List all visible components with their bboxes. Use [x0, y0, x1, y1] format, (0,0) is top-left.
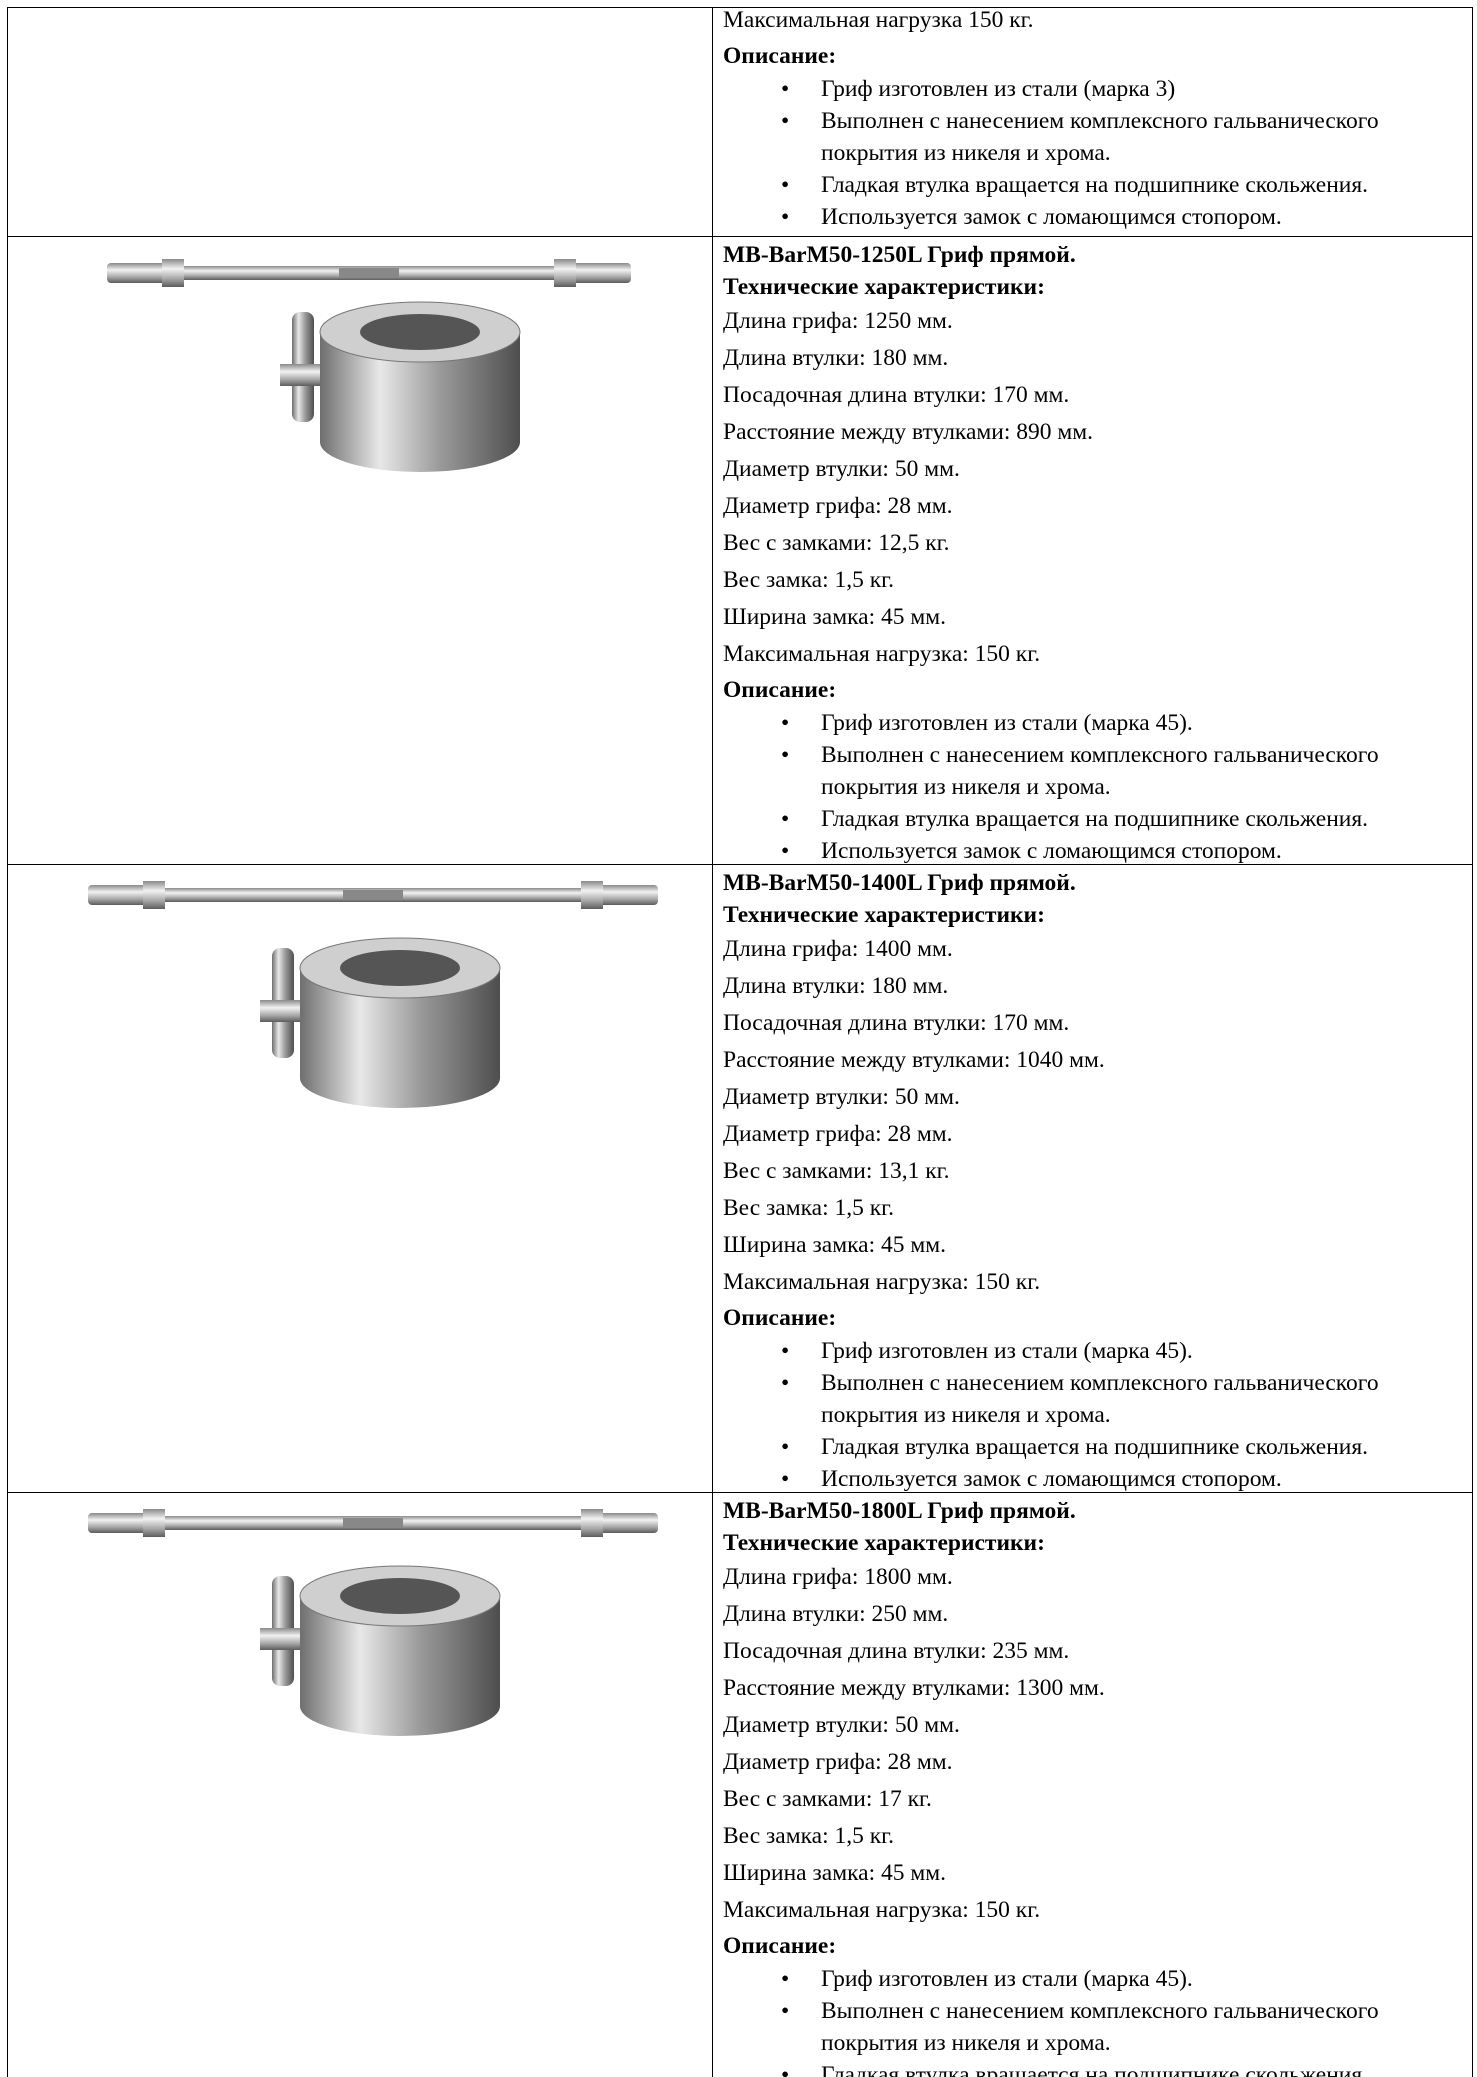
spec-line: Максимальная нагрузка: 150 кг.: [723, 1269, 1041, 1295]
bullet-list: Гриф изготовлен из стали (марка 45).Выпо…: [723, 1963, 1468, 2077]
spec-line: Длина грифа: 1800 мм.: [723, 1564, 953, 1590]
cell-text: MB-BarM50-1800L Гриф прямой. Технические …: [723, 1495, 1468, 2077]
spec-line: Вес замка: 1,5 кг.: [723, 1195, 895, 1221]
column-divider: [712, 237, 713, 864]
spec-line: Ширина замка: 45 мм.: [723, 604, 946, 630]
column-divider: [712, 1493, 713, 2077]
bullet-item: Выполнен с нанесением комплексного гальв…: [781, 105, 1471, 169]
spec-heading: Технические характеристики:: [723, 902, 1045, 928]
cell-text: Максимальная нагрузка 150 кг. Описание: Гр…: [723, 2, 1468, 233]
bullet-item: Гладкая втулка вращается на подшипнике с…: [781, 803, 1471, 835]
bullet-item: Гриф изготовлен из стали (марка 45).: [781, 707, 1471, 739]
spec-line: Расстояние между втулками: 1300 мм.: [723, 1675, 1105, 1701]
bullet-item: Выполнен с нанесением комплексного гальв…: [781, 1995, 1471, 2059]
product-title: MB-BarM50-1400L Гриф прямой.: [723, 870, 1076, 896]
bullet-item: Используется замок с ломающимся стопором…: [781, 835, 1471, 867]
table-row: MB-BarM50-1250L Гриф прямой. Технические …: [7, 236, 1473, 867]
cell-text: MB-BarM50-1250L Гриф прямой. Технические …: [723, 239, 1468, 867]
spec-line: Максимальная нагрузка 150 кг.: [723, 7, 1034, 33]
description-heading: Описание:: [723, 1305, 837, 1331]
bullet-item: Гриф изготовлен из стали (марка 45).: [781, 1963, 1471, 1995]
spec-line: Посадочная длина втулки: 170 мм.: [723, 382, 1070, 408]
spec-line: Максимальная нагрузка: 150 кг.: [723, 641, 1041, 667]
table-row: MB-BarM50-1400L Гриф прямой. Технические …: [7, 864, 1473, 1495]
spec-line: Вес с замками: 13,1 кг.: [723, 1158, 950, 1184]
spec-line: Вес замка: 1,5 кг.: [723, 567, 895, 593]
bullet-list: Гриф изготовлен из стали (марка 45).Выпо…: [723, 1335, 1468, 1495]
spec-line: Вес с замками: 17 кг.: [723, 1786, 932, 1812]
table-row: Максимальная нагрузка 150 кг. Описание: Гр…: [7, 7, 1473, 236]
table-row: MB-BarM50-1800L Гриф прямой. Технические …: [7, 1492, 1473, 2077]
spec-line: Ширина замка: 45 мм.: [723, 1232, 946, 1258]
spec-line: Посадочная длина втулки: 170 мм.: [723, 1010, 1070, 1036]
cell-text: MB-BarM50-1400L Гриф прямой. Технические …: [723, 867, 1468, 1495]
spec-line: Максимальная нагрузка: 150 кг.: [723, 1897, 1041, 1923]
product-image: [107, 259, 631, 473]
bullet-item: Гладкая втулка вращается на подшипнике с…: [781, 1431, 1471, 1463]
spec-line: Диаметр грифа: 28 мм.: [723, 1121, 953, 1147]
bullet-list: Гриф изготовлен из стали (марка 3)Выполн…: [723, 73, 1468, 233]
description-heading: Описание:: [723, 43, 837, 69]
spec-line: Вес с замками: 12,5 кг.: [723, 530, 950, 556]
spec-line: Диаметр грифа: 28 мм.: [723, 493, 953, 519]
spec-line: Диаметр втулки: 50 мм.: [723, 1712, 960, 1738]
column-divider: [712, 8, 713, 236]
product-image: [88, 881, 658, 1109]
bullet-item: Выполнен с нанесением комплексного гальв…: [781, 1367, 1471, 1431]
bullet-item: Выполнен с нанесением комплексного гальв…: [781, 739, 1471, 803]
spec-line: Расстояние между втулками: 890 мм.: [723, 419, 1094, 445]
product-title: MB-BarM50-1800L Гриф прямой.: [723, 1498, 1076, 1524]
bullet-item: Гладкая втулка вращается на подшипнике с…: [781, 169, 1471, 201]
description-heading: Описание:: [723, 1933, 837, 1959]
spec-line: Расстояние между втулками: 1040 мм.: [723, 1047, 1105, 1073]
spec-line: Диаметр грифа: 28 мм.: [723, 1749, 953, 1775]
bullet-item: Используется замок с ломающимся стопором…: [781, 1463, 1471, 1495]
spec-line: Диаметр втулки: 50 мм.: [723, 1084, 960, 1110]
spec-line: Ширина замка: 45 мм.: [723, 1860, 946, 1886]
spec-line: Длина втулки: 250 мм.: [723, 1601, 949, 1627]
spec-line: Вес замка: 1,5 кг.: [723, 1823, 895, 1849]
bullet-list: Гриф изготовлен из стали (марка 45).Выпо…: [723, 707, 1468, 867]
spec-line: Длина втулки: 180 мм.: [723, 973, 949, 999]
description-heading: Описание:: [723, 677, 837, 703]
spec-line: Посадочная длина втулки: 235 мм.: [723, 1638, 1070, 1664]
product-image: [88, 1509, 658, 1737]
bullet-item: Гриф изготовлен из стали (марка 3): [781, 73, 1471, 105]
spec-heading: Технические характеристики:: [723, 1530, 1045, 1556]
spec-line: Длина втулки: 180 мм.: [723, 345, 949, 371]
spec-line: Диаметр втулки: 50 мм.: [723, 456, 960, 482]
bullet-item: Гриф изготовлен из стали (марка 45).: [781, 1335, 1471, 1367]
bullet-item: Гладкая втулка вращается на подшипнике с…: [781, 2059, 1471, 2077]
column-divider: [712, 865, 713, 1492]
bullet-item: Используется замок с ломающимся стопором…: [781, 201, 1471, 233]
spec-line: Длина грифа: 1400 мм.: [723, 936, 953, 962]
spec-heading: Технические характеристики:: [723, 274, 1045, 300]
spec-line: Длина грифа: 1250 мм.: [723, 308, 953, 334]
product-title: MB-BarM50-1250L Гриф прямой.: [723, 242, 1076, 268]
